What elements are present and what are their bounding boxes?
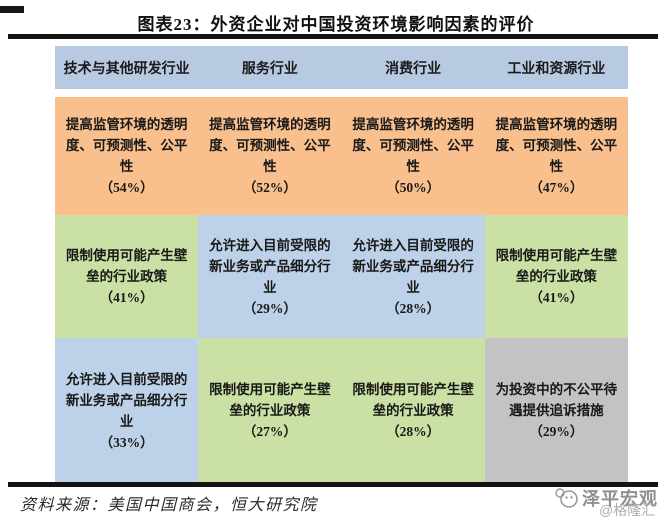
cell-percentage: （54%） xyxy=(99,180,154,195)
watermark: 泽平宏观 @格隆汇 xyxy=(552,483,672,524)
cell-percentage: （33%） xyxy=(99,434,154,450)
source-note: 资料来源：美国中国商会，恒大研究院 xyxy=(20,497,318,514)
table-cell: 为投资中的不公平待遇提供追诉措施 （29%） xyxy=(484,338,628,483)
cell-label: 允许进入目前受限的新业务或产品细分行业 xyxy=(352,237,474,295)
watermark-brand: 泽平宏观 xyxy=(582,489,658,509)
cell-percentage: （28%） xyxy=(386,300,441,316)
cell-percentage: （29%） xyxy=(242,300,297,316)
table-cell: 提高监管环境的透明度、可预测性、公平性 （47%） xyxy=(484,97,628,215)
cell-percentage: （41%） xyxy=(529,290,584,305)
title-divider-rule xyxy=(8,34,658,39)
table-cell: 限制使用可能产生壁垒的行业政策 （41%） xyxy=(55,215,199,338)
table-cell: 限制使用可能产生壁垒的行业政策 （41%） xyxy=(484,215,628,338)
table-body: 提高监管环境的透明度、可预测性、公平性 （54%） 提高监管环境的透明度、可预测性、… xyxy=(55,97,628,483)
column-header: 消费行业 xyxy=(385,61,442,77)
column-header: 工业和资源行业 xyxy=(507,61,606,77)
footer-divider-rule xyxy=(8,482,658,487)
table-cell: 允许进入目前受限的新业务或产品细分行业 （28%） xyxy=(341,215,485,338)
cell-label: 限制使用可能产生壁垒的行业政策 xyxy=(65,248,188,284)
cell-percentage: （41%） xyxy=(99,290,154,305)
corner-mark xyxy=(0,6,24,13)
table-row: 提高监管环境的透明度、可预测性、公平性 （54%） 提高监管环境的透明度、可预测性、… xyxy=(55,97,628,215)
cell-percentage: （50%） xyxy=(386,180,441,195)
cell-percentage: （29%） xyxy=(529,424,584,439)
table-cell: 提高监管环境的透明度、可预测性、公平性 （54%） xyxy=(55,97,199,215)
table-cell: 提高监管环境的透明度、可预测性、公平性 （52%） xyxy=(198,97,342,215)
cell-label: 提高监管环境的透明度、可预测性、公平性 xyxy=(65,117,188,174)
cell-label: 为投资中的不公平待遇提供追诉措施 xyxy=(495,382,618,418)
header-body-gap xyxy=(55,89,628,97)
table-row: 允许进入目前受限的新业务或产品细分行业 （33%） 限制使用可能产生壁垒的行业政策 （… xyxy=(55,338,628,483)
table-cell: 提高监管环境的透明度、可预测性、公平性 （50%） xyxy=(341,97,485,215)
cell-label: 提高监管环境的透明度、可预测性、公平性 xyxy=(209,117,331,174)
cell-label: 限制使用可能产生壁垒的行业政策 xyxy=(352,382,474,418)
table-header-row: 技术与其他研发行业 服务行业 消费行业 工业和资源行业 xyxy=(55,46,628,89)
table-cell: 允许进入目前受限的新业务或产品细分行业 （29%） xyxy=(198,215,342,338)
watermark-handle: @格隆汇 xyxy=(599,502,656,518)
cell-label: 允许进入目前受限的新业务或产品细分行业 xyxy=(209,237,331,295)
table-cell: 允许进入目前受限的新业务或产品细分行业 （33%） xyxy=(55,338,199,483)
table-cell: 限制使用可能产生壁垒的行业政策 （28%） xyxy=(341,338,485,483)
cell-percentage: （27%） xyxy=(242,424,297,439)
cell-label: 限制使用可能产生壁垒的行业政策 xyxy=(209,382,331,418)
cell-label: 提高监管环境的透明度、可预测性、公平性 xyxy=(495,117,618,174)
cell-percentage: （52%） xyxy=(242,180,297,195)
cell-label: 限制使用可能产生壁垒的行业政策 xyxy=(495,248,618,284)
column-header: 技术与其他研发行业 xyxy=(63,61,190,77)
cell-percentage: （47%） xyxy=(529,180,584,195)
chat-bubbles-icon xyxy=(554,486,580,515)
evaluation-table: 技术与其他研发行业 服务行业 消费行业 工业和资源行业 提高监管环境的透明度、可预测性… xyxy=(55,46,628,483)
cell-label: 允许进入目前受限的新业务或产品细分行业 xyxy=(65,371,188,429)
table-cell: 限制使用可能产生壁垒的行业政策 （27%） xyxy=(198,338,342,483)
column-header: 服务行业 xyxy=(241,61,298,77)
cell-percentage: （28%） xyxy=(386,424,441,439)
figure-title: 图表23：外资企业对中国投资环境影响因素的评价 xyxy=(137,15,535,34)
cell-label: 提高监管环境的透明度、可预测性、公平性 xyxy=(352,117,474,174)
table-row: 限制使用可能产生壁垒的行业政策 （41%） 允许进入目前受限的新业务或产品细分行业 （… xyxy=(55,215,628,338)
